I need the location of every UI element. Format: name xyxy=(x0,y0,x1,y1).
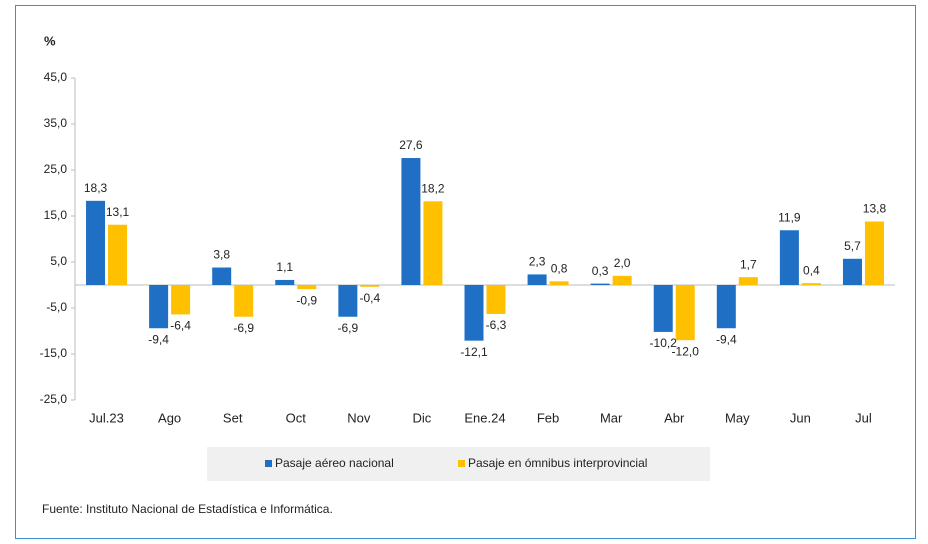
value-label: -9,4 xyxy=(148,332,169,346)
bar xyxy=(590,283,610,285)
value-label: -6,4 xyxy=(170,319,191,333)
bar xyxy=(149,285,169,329)
value-label: 0,4 xyxy=(803,263,820,277)
value-label: -12,1 xyxy=(460,345,488,359)
bar xyxy=(486,285,506,314)
bar xyxy=(234,285,254,317)
value-label: 2,3 xyxy=(529,255,546,269)
bar xyxy=(716,285,736,329)
value-label: 0,3 xyxy=(592,264,609,278)
value-label: -0,9 xyxy=(296,293,317,307)
legend-label: Pasaje en ómnibus interprovincial xyxy=(468,456,647,470)
legend-label: Pasaje aéreo nacional xyxy=(275,456,394,470)
bar xyxy=(464,285,484,341)
y-tick-label: 5,0 xyxy=(50,254,67,268)
bar xyxy=(653,285,673,332)
value-label: 1,1 xyxy=(276,260,293,274)
value-label: 3,8 xyxy=(213,248,230,262)
value-label: -9,4 xyxy=(716,332,737,346)
y-tick-label: 25,0 xyxy=(44,162,68,176)
bar xyxy=(108,224,128,285)
value-label: 27,6 xyxy=(399,138,423,152)
bar xyxy=(212,267,232,285)
x-tick-label: Mar xyxy=(600,410,623,425)
x-tick-label: Oct xyxy=(286,410,307,425)
x-tick-label: Ago xyxy=(158,410,181,425)
value-label: 13,8 xyxy=(863,202,887,216)
bar xyxy=(360,285,380,287)
bar xyxy=(842,258,862,285)
y-axis-label: % xyxy=(44,33,56,48)
source: Fuente: Instituto Nacional de Estadístic… xyxy=(42,502,333,516)
x-tick-label: May xyxy=(725,410,750,425)
value-label: 11,9 xyxy=(778,210,801,224)
x-tick-label: Jul xyxy=(855,410,872,425)
bar xyxy=(401,158,421,285)
x-tick-label: Jul.23 xyxy=(89,410,124,425)
y-tick-label: -15,0 xyxy=(40,346,68,360)
bar xyxy=(549,281,569,285)
bar xyxy=(338,285,358,317)
value-label: -6,9 xyxy=(338,321,359,335)
value-label: 0,8 xyxy=(551,261,568,275)
x-tick-label: Nov xyxy=(347,410,371,425)
bar xyxy=(171,285,191,315)
value-label: 18,3 xyxy=(84,181,108,195)
value-label: 13,1 xyxy=(106,205,130,219)
x-tick-label: Set xyxy=(223,410,243,425)
bar xyxy=(801,283,821,285)
y-tick-label: 15,0 xyxy=(44,208,68,222)
y-tick-label: 35,0 xyxy=(44,116,68,130)
bar xyxy=(527,274,547,285)
legend-swatch xyxy=(265,460,272,467)
x-tick-label: Feb xyxy=(537,410,559,425)
value-label: -6,9 xyxy=(233,321,254,335)
bar xyxy=(738,277,758,285)
bar xyxy=(297,285,317,290)
value-label: -0,4 xyxy=(360,291,381,305)
x-tick-label: Jun xyxy=(790,410,811,425)
bar xyxy=(864,221,884,285)
x-tick-label: Abr xyxy=(664,410,685,425)
value-label: 2,0 xyxy=(614,256,631,270)
x-tick-label: Ene.24 xyxy=(464,410,505,425)
value-label: -10,2 xyxy=(650,336,678,350)
value-label: 5,7 xyxy=(844,239,861,253)
bar xyxy=(275,279,295,285)
value-label: -6,3 xyxy=(486,318,507,332)
y-tick-label: -5,0 xyxy=(46,300,67,314)
legend-swatch xyxy=(458,460,465,467)
y-tick-label: -25,0 xyxy=(40,392,68,406)
bar xyxy=(612,275,632,285)
bar xyxy=(779,230,799,285)
bar xyxy=(423,201,443,285)
value-label: -12,0 xyxy=(672,344,700,358)
bar xyxy=(675,285,695,341)
value-label: 18,2 xyxy=(421,181,445,195)
bar xyxy=(86,200,106,285)
x-tick-label: Dic xyxy=(413,410,432,425)
y-tick-label: 45,0 xyxy=(44,70,68,84)
value-label: 1,7 xyxy=(740,257,757,271)
